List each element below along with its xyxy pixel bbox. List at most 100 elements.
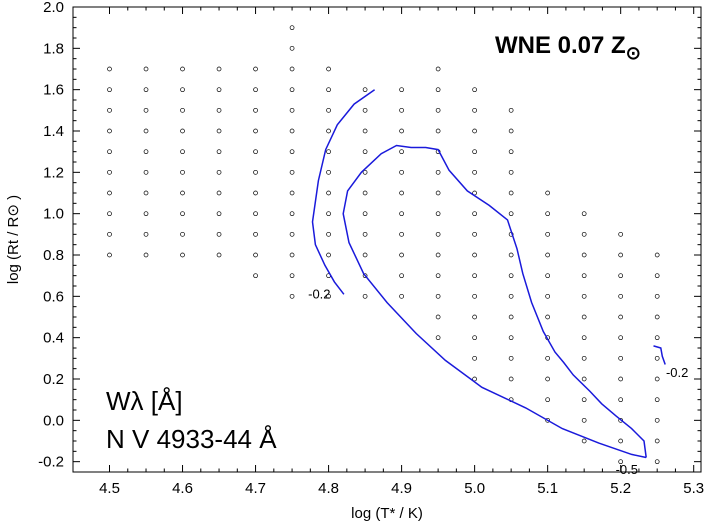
grid-point — [472, 335, 477, 341]
grid-point — [143, 211, 149, 217]
grid-point — [216, 211, 222, 217]
grid-point — [472, 355, 477, 361]
grid-point — [289, 149, 295, 155]
grid-point — [107, 231, 112, 237]
grid-point — [289, 190, 295, 196]
grid-point — [362, 107, 368, 113]
grid-point — [289, 107, 295, 113]
grid-point — [253, 252, 258, 258]
grid-point — [435, 293, 441, 299]
grid-point — [618, 273, 624, 279]
grid-point — [508, 335, 514, 341]
contour-line — [342, 144, 647, 459]
grid-point — [545, 231, 551, 237]
grid-point — [545, 376, 551, 382]
grid-point — [508, 376, 514, 382]
grid-point — [326, 231, 331, 237]
grid-point — [472, 252, 477, 258]
x-tick-label: 4.9 — [391, 480, 412, 497]
grid-point — [508, 128, 514, 134]
y-axis-title: log (Rt / R⊙ ) — [5, 195, 22, 284]
grid-point — [654, 273, 660, 279]
grid-point — [362, 273, 368, 279]
grid-point — [326, 87, 331, 93]
grid-point — [253, 169, 258, 175]
grid-point — [654, 438, 660, 444]
grid-point — [581, 314, 587, 320]
grid-point — [180, 149, 185, 155]
grid-point — [435, 107, 441, 113]
grid-point — [508, 293, 514, 299]
grid-point — [180, 211, 185, 217]
x-tick-label: 4.6 — [172, 480, 193, 497]
y-tick-label: 1.8 — [43, 40, 64, 57]
grid-point — [326, 211, 331, 217]
grid-point — [216, 87, 222, 93]
x-tick-label: 5.2 — [610, 480, 631, 497]
grid-point — [326, 128, 331, 134]
grid-point — [654, 293, 660, 299]
grid-point — [107, 169, 112, 175]
grid-point — [362, 293, 368, 299]
x-tick-label: 5.3 — [683, 480, 704, 497]
grid-point — [107, 211, 112, 217]
grid-point — [618, 314, 624, 320]
grid-point — [654, 314, 660, 320]
grid-point — [253, 190, 258, 196]
grid-point — [581, 397, 587, 403]
contour-line — [653, 345, 666, 365]
grid-point — [253, 107, 258, 113]
grid-point — [508, 107, 514, 113]
grid-point — [216, 190, 222, 196]
grid-point — [326, 149, 331, 155]
grid-point — [253, 149, 258, 155]
annotation-line-2: N V 4933-44 Å — [106, 424, 277, 454]
grid-point — [618, 417, 624, 423]
grid-point — [472, 169, 477, 175]
grid-point — [289, 66, 295, 72]
grid-point — [399, 87, 404, 93]
x-axis-title: log (T* / K) — [351, 505, 423, 522]
y-tick-label: 0.8 — [43, 247, 64, 264]
grid-point — [143, 190, 149, 196]
contour-line — [311, 89, 376, 295]
grid-point — [618, 355, 624, 361]
grid-point — [216, 149, 222, 155]
grid-point — [362, 149, 368, 155]
grid-point — [508, 355, 514, 361]
grid-point — [581, 417, 587, 423]
grid-point — [216, 231, 222, 237]
grid-point — [289, 231, 295, 237]
grid-point — [435, 252, 441, 258]
sun-symbol: ⊙ — [626, 43, 641, 63]
grid-point — [472, 87, 477, 93]
grid-point — [180, 128, 185, 134]
grid-point — [654, 417, 660, 423]
grid-point — [107, 252, 112, 258]
plot-frame — [72, 6, 702, 473]
y-tick-label: 0.4 — [43, 330, 64, 347]
grid-point — [435, 128, 441, 134]
grid-point — [289, 273, 295, 279]
grid-point — [654, 376, 660, 382]
grid-point — [545, 190, 551, 196]
grid-point — [362, 190, 368, 196]
x-tick-label: 4.5 — [99, 480, 120, 497]
grid-point — [143, 107, 149, 113]
grid-point — [362, 87, 368, 93]
grid-point — [472, 128, 477, 134]
grid-point — [107, 66, 112, 72]
grid-point — [253, 87, 258, 93]
grid-point — [435, 211, 441, 217]
grid-point — [180, 169, 185, 175]
grid-point — [362, 128, 368, 134]
grid-point — [472, 211, 477, 217]
annotations: WNE 0.07 Z⊙ Wλ [Å] N V 4933-44 Å — [106, 32, 641, 454]
grid-point — [253, 66, 258, 72]
grid-point — [143, 231, 149, 237]
grid-point — [545, 417, 551, 423]
grid-point — [399, 149, 404, 155]
contour-label: -0.5 — [616, 462, 638, 477]
grid-point — [289, 293, 295, 299]
